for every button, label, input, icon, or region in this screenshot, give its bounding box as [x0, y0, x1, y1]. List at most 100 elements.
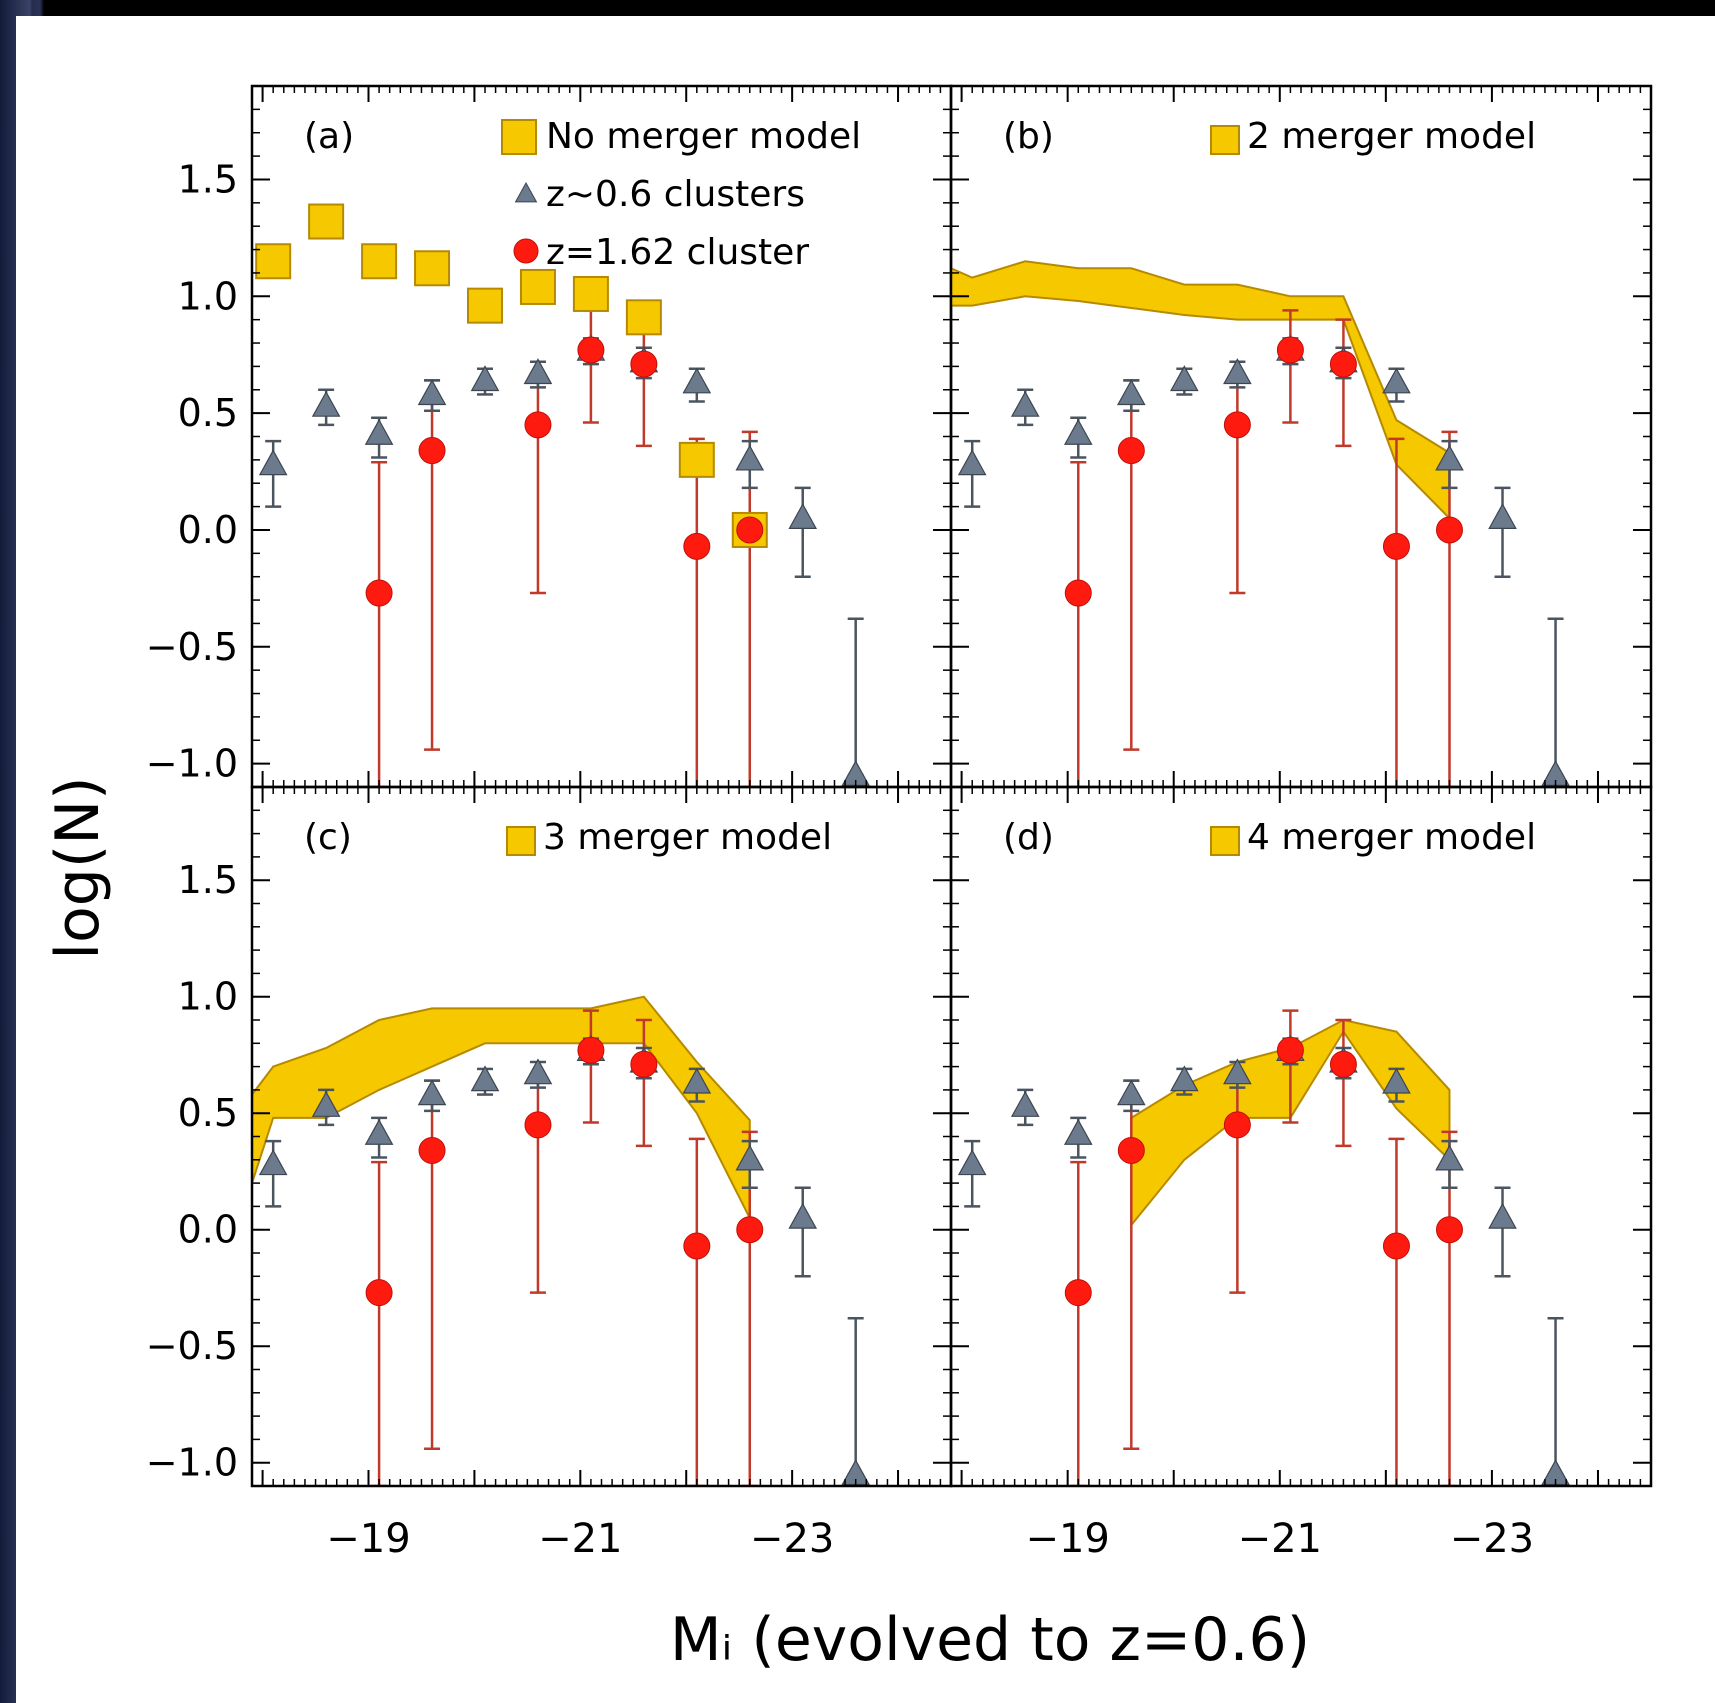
point-z06-triangle — [1223, 358, 1252, 385]
point-z162-circle — [577, 1036, 605, 1064]
point-z06-triangle — [523, 1058, 553, 1085]
point-z162-circle — [524, 1111, 552, 1139]
point-z06-triangle — [258, 1149, 288, 1176]
x-tick-label: −21 — [538, 1516, 622, 1562]
point-model-square — [625, 299, 662, 336]
x-axis-label: Mᵢ (evolved to z=0.6) — [670, 1605, 1310, 1675]
point-model-square — [255, 243, 292, 280]
point-z06-triangle — [258, 449, 288, 476]
panel-frame — [250, 785, 953, 1488]
point-z06-triangle — [1063, 1118, 1093, 1145]
y-tick-label: −1.0 — [146, 1441, 238, 1485]
point-z162-circle — [1435, 1216, 1463, 1244]
point-z162-circle — [1435, 516, 1463, 544]
point-z162-circle — [365, 1279, 393, 1307]
legend-label-z162: z=1.62 cluster — [546, 232, 809, 273]
legend-label-model: No merger model — [546, 116, 861, 157]
x-tick-label: −23 — [1450, 1516, 1534, 1562]
point-model-square — [572, 275, 609, 312]
point-z06-triangle — [682, 367, 712, 394]
point-z162-circle — [683, 1232, 711, 1260]
plot-area — [255, 203, 870, 787]
legend-label-model: 3 merger model — [543, 817, 832, 858]
y-tick-label: 0.0 — [178, 1208, 238, 1252]
point-z162-circle — [683, 532, 711, 560]
x-tick-label: −23 — [750, 1516, 834, 1562]
y-tick-label: 1.5 — [178, 157, 238, 201]
point-z162-circle — [365, 579, 393, 607]
point-z162-circle — [630, 350, 658, 378]
point-z162-circle — [1276, 1036, 1304, 1064]
y-tick-label: −0.5 — [146, 625, 238, 669]
legend-z06-triangle — [514, 181, 538, 203]
y-tick-label: −0.5 — [146, 1324, 238, 1368]
point-z162-circle — [1064, 1279, 1092, 1307]
point-z06-triangle — [957, 449, 987, 476]
point-z06-triangle — [1435, 1144, 1464, 1171]
panel-d: (d) 4 merger model −19 −21 −23 — [949, 785, 1653, 1562]
point-z06-triangle — [364, 1118, 394, 1145]
point-z06-triangle — [470, 1065, 500, 1092]
panel-label: (c) — [304, 817, 352, 858]
figure-background — [16, 16, 1715, 1703]
y-tick-label: 1.0 — [178, 274, 238, 318]
point-z162-circle — [736, 1216, 764, 1244]
point-z06-triangle — [523, 358, 553, 385]
point-z06-triangle — [1488, 1202, 1517, 1229]
point-z06-triangle — [788, 503, 818, 529]
y-tick-label: 0.5 — [178, 1091, 238, 1135]
point-model-square — [361, 243, 398, 280]
point-z06-triangle — [682, 1067, 712, 1094]
plot-area — [252, 995, 870, 1486]
point-z06-triangle — [788, 1202, 818, 1229]
legend-model-square — [1210, 125, 1240, 155]
point-z162-circle — [1382, 1232, 1410, 1260]
legend-z162-circle — [513, 238, 539, 264]
point-z06-triangle — [1435, 444, 1464, 471]
point-z06-triangle — [311, 1090, 341, 1117]
point-z06-triangle — [735, 1144, 765, 1171]
point-z06-triangle — [1223, 1058, 1252, 1085]
point-z06-triangle — [417, 379, 447, 406]
point-z06-triangle — [364, 418, 394, 445]
point-z06-triangle — [1063, 418, 1093, 445]
panel-label: (b) — [1003, 116, 1054, 157]
point-z06-triangle — [470, 365, 500, 392]
x-tick-label: −19 — [1025, 1516, 1109, 1562]
point-model-square — [467, 287, 503, 324]
plot-area — [951, 260, 1570, 787]
legend-model-square — [1210, 826, 1240, 856]
point-model-square — [308, 203, 345, 240]
x-tick-label: −19 — [326, 1516, 410, 1562]
point-z06-triangle — [1116, 379, 1146, 406]
point-z06-triangle — [417, 1079, 447, 1106]
point-z06-triangle — [1116, 1079, 1146, 1106]
point-z06-triangle — [1488, 503, 1517, 529]
point-z162-circle — [577, 336, 605, 364]
point-z06-triangle — [1382, 367, 1411, 394]
point-z06-triangle — [1010, 1090, 1040, 1117]
y-tick-label: −1.0 — [146, 742, 238, 786]
y-tick-label: 0.5 — [178, 391, 238, 435]
y-axis-label: log(N) — [43, 776, 113, 959]
panel-label: (d) — [1003, 817, 1054, 858]
legend-model-square — [506, 826, 536, 856]
point-z162-circle — [418, 437, 446, 465]
point-model-square — [519, 268, 556, 305]
point-z162-circle — [524, 411, 552, 439]
legend-label-model: 4 merger model — [1247, 817, 1536, 858]
panel-b: (b) 2 merger model — [949, 84, 1653, 789]
panel-c: (c) 3 merger model 1.5 1.0 0.5 0.0 −0.5 −1.0 −19… — [146, 785, 953, 1562]
panel-label: (a) — [304, 116, 354, 157]
y-tick-label: 1.0 — [178, 975, 238, 1019]
panel-frame — [949, 785, 1653, 1488]
legend-model-square — [501, 119, 537, 155]
point-z162-circle — [1329, 1050, 1357, 1078]
legend-label-z06: z~0.6 clusters — [546, 174, 805, 215]
point-z06-triangle — [1010, 390, 1040, 417]
point-z162-circle — [736, 516, 764, 544]
point-z162-circle — [1382, 532, 1410, 560]
point-z162-circle — [418, 1136, 446, 1164]
